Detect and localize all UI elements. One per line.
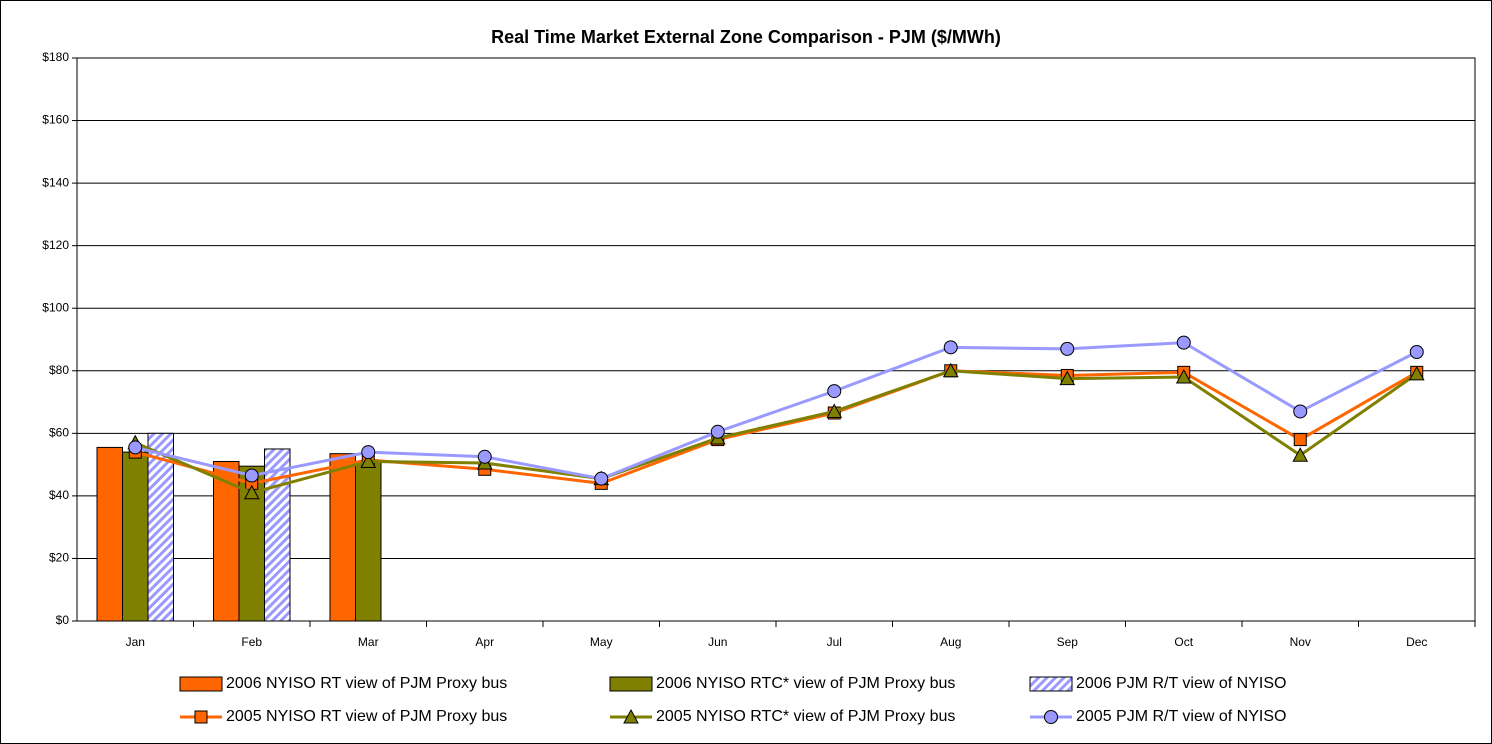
chart-title: Real Time Market External Zone Compariso… <box>491 27 1001 47</box>
legend-swatch <box>179 676 223 692</box>
point <box>1408 365 1425 381</box>
y-tick-label: $60 <box>49 426 69 440</box>
y-tick-label: $0 <box>56 613 70 627</box>
point <box>1059 370 1076 386</box>
point <box>1175 368 1192 384</box>
y-tick-label: $120 <box>42 238 69 252</box>
x-tick-label: Apr <box>475 635 494 649</box>
legend-label: 2005 NYISO RT view of PJM Proxy bus <box>226 708 507 725</box>
line-series <box>134 341 1418 481</box>
point <box>942 362 959 378</box>
x-tick-label: Mar <box>358 635 379 649</box>
legend-label: 2006 NYISO RTC* view of PJM Proxy bus <box>656 675 955 692</box>
y-tick-label: $100 <box>42 300 69 314</box>
legend-item: 2006 NYISO RT view of PJM Proxy bus <box>179 675 507 692</box>
point <box>826 403 843 418</box>
legend-marker <box>194 710 208 724</box>
legend-item: 2005 NYISO RTC* view of PJM Proxy bus <box>610 708 955 725</box>
point <box>827 384 842 399</box>
legend-item: 2006 PJM R/T view of NYISO <box>1029 675 1286 692</box>
line-series <box>134 369 1418 485</box>
point <box>1293 404 1308 419</box>
bar <box>213 460 240 622</box>
bar <box>122 451 149 622</box>
point <box>243 484 260 500</box>
point <box>360 453 377 468</box>
y-tick-label: $40 <box>49 488 69 502</box>
point <box>1409 345 1424 360</box>
x-tick-label: Jul <box>827 635 842 649</box>
point <box>1060 341 1075 356</box>
x-tick-label: Dec <box>1406 635 1427 649</box>
x-tick-label: Jan <box>126 635 145 649</box>
point <box>1292 447 1309 462</box>
x-tick-label: Feb <box>241 635 262 649</box>
y-tick-label: $140 <box>42 175 69 189</box>
x-tick-label: Jun <box>708 635 727 649</box>
y-tick-label: $20 <box>49 551 69 565</box>
point <box>361 445 376 460</box>
legend-item: 2005 PJM R/T view of NYISO <box>1030 708 1286 725</box>
point <box>710 424 725 439</box>
x-tick-label: Aug <box>940 635 961 649</box>
legend-label: 2006 PJM R/T view of NYISO <box>1076 675 1286 692</box>
point <box>1176 335 1191 350</box>
bar <box>264 448 291 622</box>
x-tick-label: Sep <box>1057 635 1079 649</box>
legend-label: 2005 NYISO RTC* view of PJM Proxy bus <box>656 708 955 725</box>
legend-item: 2006 NYISO RTC* view of PJM Proxy bus <box>609 675 955 692</box>
legend-swatch <box>609 676 653 692</box>
bar <box>355 460 382 622</box>
line-series <box>134 369 1418 495</box>
x-tick-label: May <box>590 635 613 649</box>
legend-item: 2005 NYISO RT view of PJM Proxy bus <box>180 708 507 725</box>
point <box>244 468 259 483</box>
legend-marker <box>1044 710 1058 724</box>
point <box>1293 433 1307 447</box>
x-tick-label: Oct <box>1174 635 1193 649</box>
point <box>943 340 958 355</box>
legend-marker <box>623 708 639 724</box>
y-tick-label: $160 <box>42 113 69 127</box>
y-tick-label: $80 <box>49 363 69 377</box>
bar <box>96 446 123 622</box>
y-tick-label: $180 <box>42 50 69 64</box>
bar <box>329 453 356 622</box>
bar <box>147 432 174 622</box>
legend-swatch <box>1029 676 1073 692</box>
legend-label: 2006 NYISO RT view of PJM Proxy bus <box>226 675 507 692</box>
legend-label: 2005 PJM R/T view of NYISO <box>1076 708 1286 725</box>
point <box>477 449 492 464</box>
point <box>594 471 609 486</box>
point <box>128 440 143 455</box>
x-tick-label: Nov <box>1290 635 1311 649</box>
